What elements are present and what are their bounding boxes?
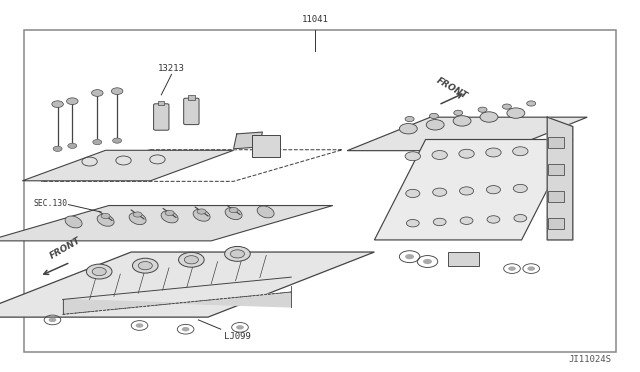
Bar	[24, 30, 616, 352]
Circle shape	[49, 318, 56, 322]
Circle shape	[405, 116, 414, 122]
Polygon shape	[347, 117, 588, 151]
Circle shape	[136, 323, 143, 328]
Circle shape	[480, 112, 498, 122]
Circle shape	[184, 256, 198, 264]
Circle shape	[179, 252, 204, 267]
Polygon shape	[0, 205, 333, 241]
Circle shape	[486, 186, 500, 194]
FancyBboxPatch shape	[252, 135, 280, 157]
Circle shape	[406, 189, 420, 198]
Polygon shape	[22, 150, 234, 181]
Circle shape	[132, 258, 158, 273]
Circle shape	[182, 327, 189, 331]
Circle shape	[67, 98, 78, 105]
Circle shape	[513, 185, 527, 193]
Circle shape	[92, 90, 103, 96]
Circle shape	[111, 88, 123, 94]
Circle shape	[433, 218, 446, 226]
Circle shape	[508, 266, 516, 271]
Ellipse shape	[225, 208, 242, 219]
Circle shape	[433, 188, 447, 196]
Circle shape	[459, 149, 474, 158]
Circle shape	[426, 120, 444, 130]
Text: JI11024S: JI11024S	[568, 355, 611, 364]
Polygon shape	[234, 132, 262, 149]
Polygon shape	[374, 140, 573, 240]
Circle shape	[138, 262, 152, 270]
Circle shape	[406, 219, 419, 227]
FancyBboxPatch shape	[154, 104, 169, 130]
Circle shape	[133, 212, 142, 217]
Circle shape	[230, 250, 244, 258]
Circle shape	[487, 216, 500, 223]
Circle shape	[527, 101, 536, 106]
Bar	[548, 137, 564, 148]
Ellipse shape	[193, 209, 210, 221]
Circle shape	[514, 215, 527, 222]
Text: SEC.130: SEC.130	[33, 199, 67, 208]
Ellipse shape	[161, 211, 178, 223]
Circle shape	[453, 116, 471, 126]
Circle shape	[527, 266, 535, 271]
Circle shape	[486, 148, 501, 157]
Circle shape	[399, 124, 417, 134]
Circle shape	[225, 246, 250, 261]
Text: FRONT: FRONT	[49, 236, 83, 261]
Circle shape	[507, 108, 525, 118]
Bar	[548, 191, 564, 202]
Ellipse shape	[129, 213, 146, 225]
Circle shape	[53, 146, 62, 151]
Circle shape	[229, 208, 238, 213]
Circle shape	[502, 104, 511, 109]
Text: LJ099: LJ099	[224, 332, 251, 341]
Circle shape	[405, 152, 420, 161]
Circle shape	[405, 254, 414, 259]
Circle shape	[101, 214, 110, 219]
Circle shape	[86, 264, 112, 279]
Bar	[158, 101, 164, 105]
Text: 13213: 13213	[158, 64, 185, 73]
Circle shape	[236, 325, 244, 330]
Circle shape	[460, 217, 473, 224]
Polygon shape	[547, 117, 573, 240]
Circle shape	[429, 113, 438, 119]
Text: FRONT: FRONT	[435, 76, 469, 100]
Ellipse shape	[97, 214, 114, 226]
Bar	[188, 95, 195, 100]
Circle shape	[93, 140, 102, 145]
Circle shape	[52, 101, 63, 108]
Circle shape	[432, 151, 447, 160]
Circle shape	[68, 143, 77, 148]
Circle shape	[423, 259, 432, 264]
Circle shape	[454, 110, 463, 115]
FancyBboxPatch shape	[184, 98, 199, 125]
Circle shape	[460, 187, 474, 195]
Text: 11041: 11041	[301, 15, 328, 24]
Bar	[548, 218, 564, 229]
Circle shape	[92, 267, 106, 276]
Bar	[448, 252, 479, 266]
Ellipse shape	[257, 206, 274, 218]
Circle shape	[113, 138, 122, 143]
Circle shape	[197, 209, 206, 214]
Circle shape	[513, 147, 528, 156]
Bar	[548, 164, 564, 175]
Ellipse shape	[65, 216, 82, 228]
Polygon shape	[0, 252, 374, 317]
Circle shape	[478, 107, 487, 112]
Circle shape	[165, 211, 174, 216]
Polygon shape	[63, 292, 291, 314]
